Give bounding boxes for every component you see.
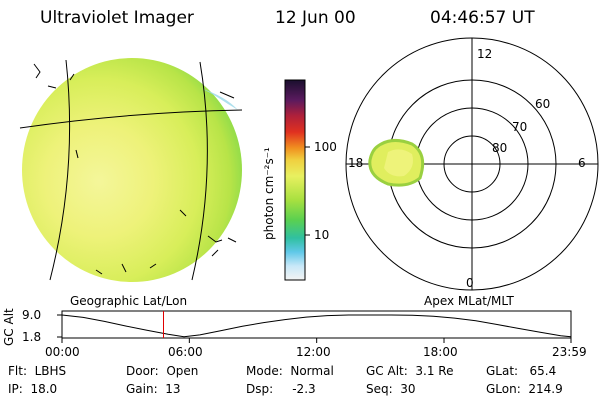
altitude-xtick-label: 12:00: [296, 345, 331, 359]
date-label: 12 Jun 00: [275, 8, 356, 28]
altitude-ytick-label: 1.8: [22, 330, 42, 344]
colorbar-unit-label: photon cm⁻²s⁻¹: [262, 147, 276, 240]
coastline-marks: [33, 63, 237, 275]
altitude-xtick-label: 18:00: [423, 345, 458, 359]
altitude-xtick-label: 00:00: [45, 345, 80, 359]
polar-aurora-core: [384, 149, 413, 177]
polar-mlt-label-18: 18: [348, 156, 364, 170]
polar-mlt-label-6: 6: [578, 156, 586, 170]
altitude-xtick-label: 06:00: [168, 345, 203, 359]
polar-lat-label-60: 60: [535, 97, 551, 111]
polar-lat-label-70: 70: [512, 120, 528, 134]
ip-readout: IP: 18.0: [8, 382, 58, 396]
altitude-curve: [61, 314, 572, 338]
altitude-plot: [57, 310, 572, 343]
polar-plot: [345, 37, 599, 291]
glon-readout: GLon: 214.9: [486, 382, 563, 396]
dsp-readout: Dsp: -2.3: [246, 382, 316, 396]
door-readout: Door: Open: [126, 364, 199, 378]
meridian-line: [191, 61, 208, 281]
polar-mlt-label-12: 12: [477, 47, 493, 61]
left-image-panel: [19, 58, 243, 282]
gain-readout: Gain: 13: [126, 382, 181, 396]
glat-readout: GLat: 65.4: [486, 364, 557, 378]
colorbar-tick-label: 10: [314, 228, 330, 242]
altitude-ylabel: GC Alt: [2, 308, 16, 346]
colorbar: [284, 79, 306, 281]
altitude-ytick-label: 9.0: [22, 308, 42, 322]
parallel-line: [19, 109, 243, 129]
meridian-line: [49, 59, 71, 281]
auroral-image-disk: [22, 58, 242, 282]
app-title: Ultraviolet Imager: [40, 8, 194, 28]
mode-readout: Mode: Normal: [246, 364, 334, 378]
polar-lat-label-80: 80: [492, 141, 508, 155]
altitude-plot-frame: [61, 310, 572, 339]
altitude-xtick-label: 23:59: [552, 345, 587, 359]
seq-readout: Seq: 30: [366, 382, 416, 396]
polar-mlt-label-0: 0: [466, 276, 474, 290]
polar-caption: Apex MLat/MLT: [424, 294, 514, 308]
filter-readout: Flt: LBHS: [8, 364, 67, 378]
left-panel-caption: Geographic Lat/Lon: [70, 294, 188, 308]
time-label: 04:46:57 UT: [430, 8, 535, 28]
colorbar-tick-label: 100: [314, 140, 337, 154]
gc-alt-readout: GC Alt: 3.1 Re: [366, 364, 454, 378]
